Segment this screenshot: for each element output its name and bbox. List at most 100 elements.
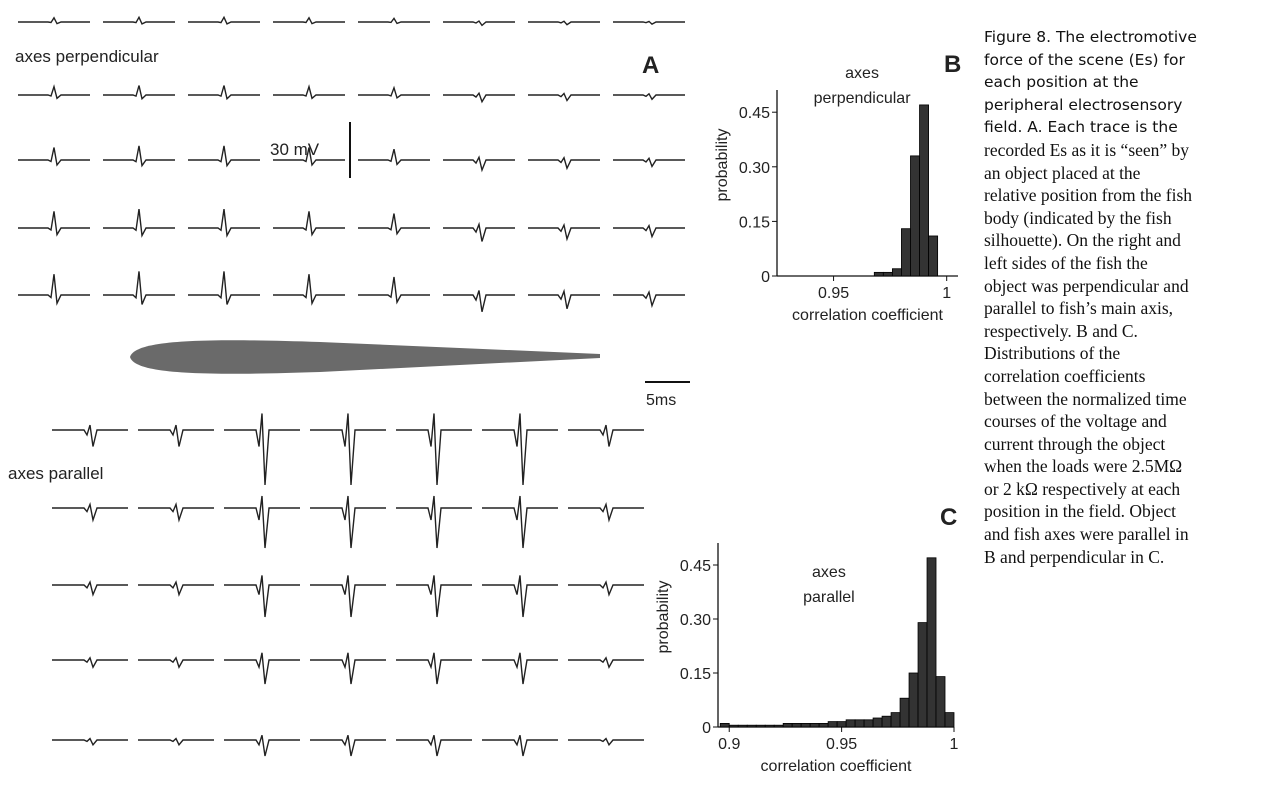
trace: [224, 735, 300, 756]
bar: [918, 623, 927, 727]
trace: [52, 658, 128, 667]
trace: [613, 94, 685, 99]
y-axis-title: probability: [655, 581, 672, 654]
trace: [103, 17, 175, 24]
trace: [18, 18, 90, 24]
trace: [482, 496, 558, 548]
trace: [310, 735, 386, 756]
trace: [443, 157, 515, 170]
trace: [18, 274, 90, 303]
trace: [18, 87, 90, 99]
caption-line: Distributions of the: [984, 342, 1288, 365]
trace: [482, 735, 558, 756]
bar: [774, 725, 783, 727]
bar: [891, 713, 900, 727]
caption-line: peripheral electrosensory: [984, 94, 1288, 117]
y-tick-label: 0.30: [739, 160, 770, 177]
caption-line: correlation coefficients: [984, 365, 1288, 388]
panel-label: A: [642, 52, 659, 79]
trace: [568, 425, 644, 446]
panel-label: C: [940, 504, 957, 531]
caption-line: and fish axes were parallel in: [984, 523, 1288, 546]
y-tick-label: 0.45: [739, 105, 770, 122]
trace: [103, 86, 175, 99]
caption-line: an object placed at the: [984, 162, 1288, 185]
trace: [443, 21, 515, 25]
trace: [568, 658, 644, 667]
trace: [396, 735, 472, 756]
annotation: perpendicular: [814, 90, 912, 107]
caption-line: force of the scene (Es) for: [984, 49, 1288, 72]
bar: [873, 718, 882, 727]
x-tick-label: 0.9: [718, 736, 740, 753]
caption-line: relative position from the fish: [984, 184, 1288, 207]
trace: [188, 209, 260, 235]
caption-line: each position at the: [984, 71, 1288, 94]
trace: [273, 211, 345, 234]
bar: [720, 723, 729, 727]
time-scale-label: 5ms: [646, 392, 676, 409]
bar: [945, 713, 954, 727]
trace: [358, 18, 430, 23]
bar: [910, 156, 919, 276]
trace: [188, 86, 260, 99]
x-axis-title: correlation coefficient: [792, 307, 943, 324]
bar: [874, 272, 883, 276]
trace: [188, 146, 260, 166]
caption-line: silhouette). On the right and: [984, 229, 1288, 252]
trace: [18, 148, 90, 166]
trace: [103, 146, 175, 166]
trace: [310, 575, 386, 617]
caption-line: B and perpendicular in C.: [984, 546, 1288, 569]
bar: [828, 722, 837, 727]
bar: [846, 720, 855, 727]
trace: [138, 425, 214, 446]
trace: [273, 274, 345, 303]
bar: [892, 269, 901, 276]
trace: [273, 18, 345, 24]
bar: [936, 677, 945, 727]
bar: [738, 725, 747, 727]
trace: [224, 496, 300, 548]
caption-line: respectively. B and C.: [984, 320, 1288, 343]
trace: [568, 504, 644, 520]
caption-line: left sides of the fish the: [984, 252, 1288, 275]
trace: [613, 21, 685, 24]
bar: [901, 229, 910, 276]
bar: [855, 720, 864, 727]
bar: [747, 725, 756, 727]
caption-line: field. A. Each trace is the: [984, 116, 1288, 139]
bottom-label: axes parallel: [8, 464, 103, 483]
caption-line: between the normalized time: [984, 388, 1288, 411]
figure: axes perpendicular axes parallel 30 mV 5…: [0, 0, 1288, 785]
bar: [729, 725, 738, 727]
trace: [528, 21, 600, 25]
bar: [801, 723, 810, 727]
x-tick-label: 1: [942, 285, 951, 302]
x-axis-title: correlation coefficient: [761, 758, 912, 775]
bar: [756, 725, 765, 727]
trace: [613, 158, 685, 166]
trace: [224, 414, 300, 486]
trace: [528, 158, 600, 169]
bar: [810, 723, 819, 727]
bar: [882, 716, 891, 727]
x-tick-label: 0.95: [826, 736, 857, 753]
x-tick-label: 0.95: [818, 285, 849, 302]
y-tick-label: 0.15: [739, 214, 770, 231]
trace: [482, 653, 558, 684]
trace: [273, 87, 345, 99]
trace: [443, 224, 515, 241]
trace: [358, 214, 430, 234]
fish-silhouette: [130, 340, 600, 374]
annotation: axes: [845, 65, 879, 82]
y-tick-label: 0: [702, 720, 711, 737]
trace: [396, 653, 472, 684]
trace: [358, 149, 430, 164]
trace: [52, 425, 128, 446]
trace: [138, 739, 214, 745]
top-label: axes perpendicular: [15, 47, 159, 66]
bar: [900, 698, 909, 727]
caption-line: current through the object: [984, 433, 1288, 456]
